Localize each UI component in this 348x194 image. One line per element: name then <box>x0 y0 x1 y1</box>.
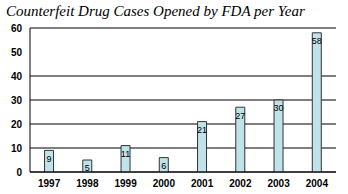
svg-text:58: 58 <box>312 36 322 46</box>
svg-text:60: 60 <box>11 23 23 34</box>
svg-text:11: 11 <box>121 149 130 159</box>
svg-text:10: 10 <box>11 143 23 154</box>
svg-text:2002: 2002 <box>229 178 252 189</box>
html-text:Counterfeit Drug Cases Opened: Counterfeit Drug Cases Opened by FDA per… <box>6 3 305 19</box>
svg-text:6: 6 <box>161 161 166 171</box>
svg-text:2003: 2003 <box>268 178 291 189</box>
svg-text:30: 30 <box>11 95 23 106</box>
svg-text:27: 27 <box>235 111 245 121</box>
svg-text:21: 21 <box>197 125 207 135</box>
svg-text:1999: 1999 <box>115 178 138 189</box>
svg-text:2001: 2001 <box>191 178 214 189</box>
svg-text:20: 20 <box>11 119 23 130</box>
svg-text:9: 9 <box>47 154 52 164</box>
svg-text:30: 30 <box>274 103 284 113</box>
svg-text:5: 5 <box>85 163 90 173</box>
svg-text:2004: 2004 <box>306 178 329 189</box>
svg-text:50: 50 <box>11 47 23 58</box>
svg-text:2000: 2000 <box>153 178 176 189</box>
svg-text:1998: 1998 <box>76 178 99 189</box>
svg-text:40: 40 <box>11 71 23 82</box>
svg-text:0: 0 <box>16 167 22 178</box>
svg-text:1997: 1997 <box>38 178 61 189</box>
